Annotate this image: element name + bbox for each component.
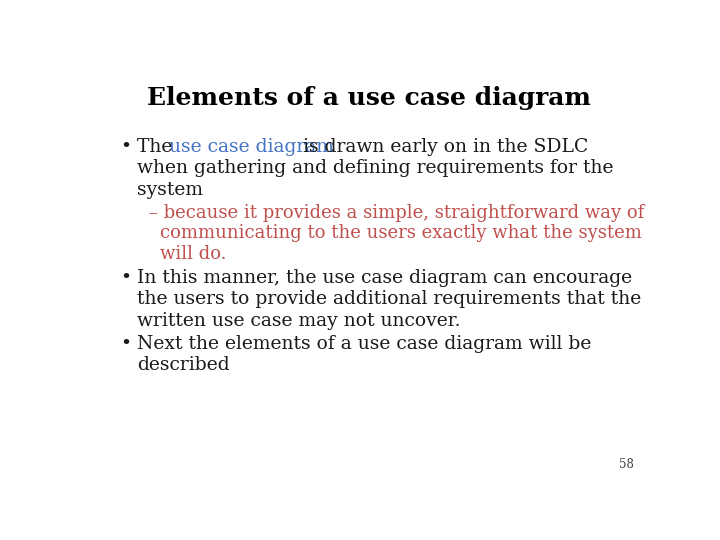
Text: when gathering and defining requirements for the: when gathering and defining requirements… (138, 159, 614, 177)
Text: The: The (138, 138, 179, 156)
Text: •: • (121, 138, 132, 156)
Text: is drawn early on in the SDLC: is drawn early on in the SDLC (297, 138, 589, 156)
Text: described: described (138, 356, 230, 374)
Text: •: • (121, 269, 132, 287)
Text: the users to provide additional requirements that the: the users to provide additional requirem… (138, 291, 642, 308)
Text: – because it provides a simple, straightforward way of: – because it provides a simple, straight… (148, 204, 644, 221)
Text: Next the elements of a use case diagram will be: Next the elements of a use case diagram … (138, 335, 592, 353)
Text: communicating to the users exactly what the system: communicating to the users exactly what … (160, 224, 642, 242)
Text: Elements of a use case diagram: Elements of a use case diagram (147, 85, 591, 110)
Text: use case diagram: use case diagram (169, 138, 334, 156)
Text: will do.: will do. (160, 245, 226, 263)
Text: 58: 58 (619, 458, 634, 471)
Text: written use case may not uncover.: written use case may not uncover. (138, 312, 461, 330)
Text: •: • (121, 335, 132, 353)
Text: system: system (138, 181, 204, 199)
Text: In this manner, the use case diagram can encourage: In this manner, the use case diagram can… (138, 269, 633, 287)
